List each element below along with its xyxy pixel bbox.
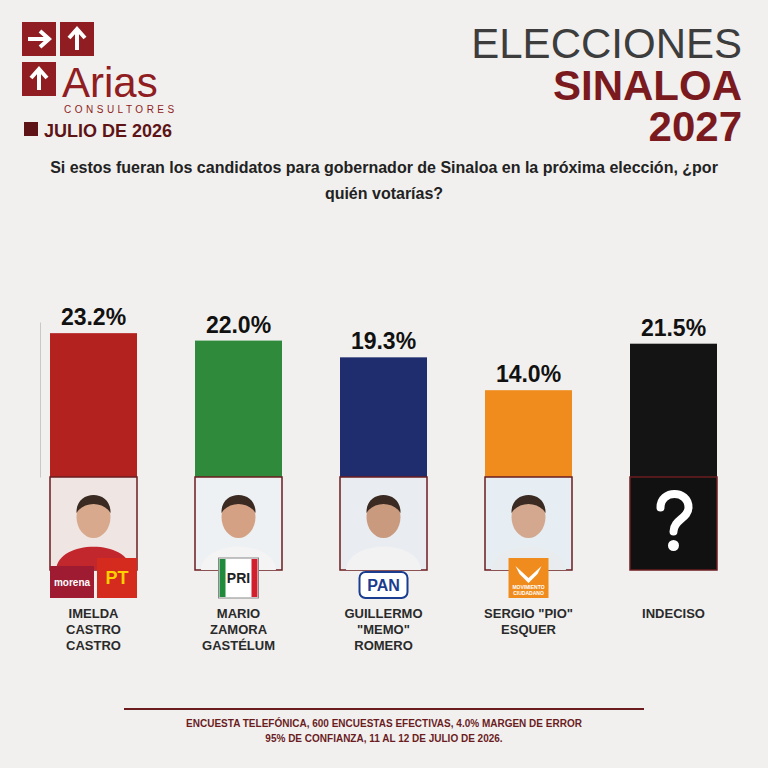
logo-square xyxy=(22,62,56,96)
tick: SERGIO "PIO"ESQUER xyxy=(484,603,573,637)
title-line: 2027 xyxy=(649,103,742,150)
tick-label: SERGIO "PIO"ESQUER xyxy=(484,606,573,637)
text-line: MARIO xyxy=(217,606,260,621)
party-name: PAN xyxy=(367,577,400,594)
photo-frame xyxy=(50,477,137,570)
title-line: SINALOA xyxy=(553,62,742,109)
photo-hair xyxy=(76,495,110,513)
party-name: PRI xyxy=(227,570,250,586)
tick-label: GUILLERMO"MEMO"ROMERO xyxy=(345,606,423,653)
brand-name: Arias xyxy=(62,59,158,106)
logo-arrow xyxy=(28,31,49,47)
tick: INDECISO xyxy=(642,603,705,621)
text-line: ZAMORA xyxy=(210,622,268,637)
bar xyxy=(50,333,137,477)
party-logo-box xyxy=(509,558,549,598)
tick: MARIOZAMORAGASTÉLUM xyxy=(202,603,275,653)
footer-note: 95% DE CONFIANZA, 11 AL 12 DE JULIO DE 2… xyxy=(265,733,503,744)
tick-label: MARIOZAMORAGASTÉLUM xyxy=(202,606,275,653)
question-icon xyxy=(661,494,689,532)
text-line: GUILLERMO xyxy=(345,606,423,621)
party-logo-box xyxy=(219,558,259,598)
party-name: MOVIMIENTOCIUDADANO xyxy=(512,584,544,596)
page: AriasCONSULTORESJULIO DE 2026ELECCIONESS… xyxy=(0,0,768,768)
logo-square xyxy=(22,22,56,56)
party-logo-box xyxy=(97,558,137,598)
text-line: INDECISO xyxy=(642,606,705,621)
photo-head xyxy=(367,496,401,538)
bars xyxy=(50,333,717,477)
data-label: 23.2% xyxy=(61,304,126,330)
tick: IMELDACASTROCASTRO xyxy=(66,603,121,653)
logo-arrow xyxy=(69,29,85,50)
tick: GUILLERMO"MEMO"ROMERO xyxy=(345,603,423,653)
text-line: CASTRO xyxy=(66,638,121,653)
tick-label: IMELDACASTROCASTRO xyxy=(66,606,121,653)
bar xyxy=(195,341,282,477)
party-name: PT xyxy=(105,568,128,588)
title-line: ELECCIONES xyxy=(471,20,742,67)
text-line: SERGIO "PIO" xyxy=(484,606,573,621)
party-logo-box xyxy=(360,572,408,598)
photo-head xyxy=(77,496,111,538)
y-axis xyxy=(40,323,41,478)
footer-note: ENCUESTA TELEFÓNICA, 600 ENCUESTAS EFECT… xyxy=(186,717,583,729)
text-line: ESQUER xyxy=(501,622,557,637)
text-line: CASTRO xyxy=(66,622,121,637)
photos xyxy=(50,477,717,570)
date-bullet xyxy=(24,122,38,136)
data-label: 21.5% xyxy=(641,315,706,341)
brand-subtitle: CONSULTORES xyxy=(64,104,178,115)
logo-arrow xyxy=(31,69,47,90)
question-icon-dot xyxy=(668,540,679,551)
background xyxy=(0,0,768,768)
logo-stripe xyxy=(252,559,258,597)
tick-label: INDECISO xyxy=(642,606,705,621)
photo-head xyxy=(512,496,546,538)
text-line: quién votarías? xyxy=(325,185,443,202)
text-line: IMELDA xyxy=(69,606,119,621)
logo-square xyxy=(60,22,94,56)
bar xyxy=(630,344,717,477)
party-name: morena xyxy=(54,577,91,588)
footer-rule xyxy=(124,708,644,710)
text-line: Si estos fueran los candidatos para gobe… xyxy=(50,159,718,176)
data-label: 22.0% xyxy=(206,312,271,338)
party-logos: morena PT PRI PAN MOVIMIENTOCIUDADANO xyxy=(50,558,549,598)
photo-hair xyxy=(221,495,255,513)
data-labels: 23.2% 22.0% 19.3% 14.0% 21.5% xyxy=(61,304,706,387)
date: JULIO DE 2026 xyxy=(44,121,172,141)
party-logo-box xyxy=(50,566,94,598)
data-label: 14.0% xyxy=(496,361,561,387)
text-line: "MEMO" xyxy=(357,622,410,637)
photo-frame xyxy=(485,477,572,570)
text-line: GASTÉLUM xyxy=(202,638,275,653)
text-line: ROMERO xyxy=(354,638,413,653)
bar xyxy=(340,357,427,477)
photo-head xyxy=(222,496,256,538)
text-line: CIUDADANO xyxy=(513,590,544,596)
photo-hair xyxy=(366,495,400,513)
photo-hair xyxy=(511,495,545,513)
photo-frame xyxy=(340,477,427,570)
logo-stripe xyxy=(220,559,226,597)
logo-eagle xyxy=(516,566,542,583)
photo-shoulders xyxy=(346,547,421,570)
subtitle: Si estos fueran los candidatos para gobe… xyxy=(50,159,718,202)
axis-line xyxy=(40,323,41,478)
photo-frame xyxy=(195,477,282,570)
photo-frame xyxy=(630,477,717,570)
x-axis: IMELDACASTROCASTROMARIOZAMORAGASTÉLUMGUI… xyxy=(66,603,705,653)
data-label: 19.3% xyxy=(351,328,416,354)
bar xyxy=(485,390,572,477)
